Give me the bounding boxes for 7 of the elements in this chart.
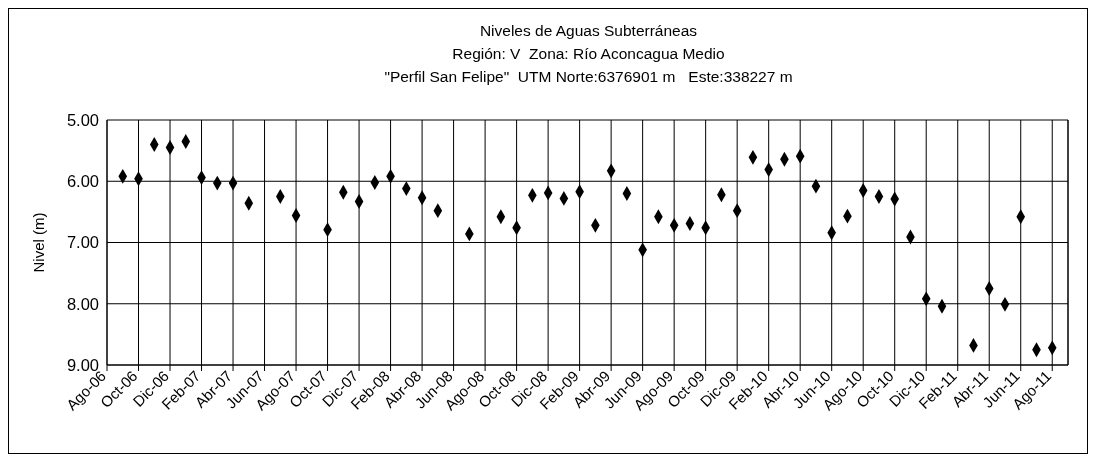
chart-title: Niveles de Aguas Subterráneas: [478, 21, 699, 41]
y-tick-label: 6.00: [66, 172, 99, 191]
y-axis-title: Nivel (m): [30, 212, 48, 273]
y-tick-label: 8.00: [66, 294, 99, 313]
y-tick-label: 7.00: [66, 233, 99, 252]
chart-subtitle: Región: V Zona: Río Aconcagua Medio "Perfil San Felipe" UTM Norte:6376901 m Este:338227 m: [383, 44, 794, 87]
y-tick-label: 5.00: [66, 110, 99, 129]
